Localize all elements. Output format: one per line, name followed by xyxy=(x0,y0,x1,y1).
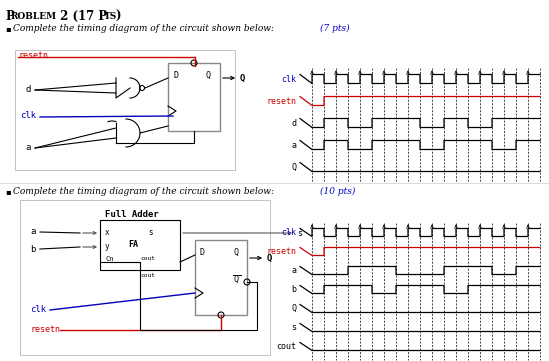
Text: Q: Q xyxy=(233,275,238,284)
Text: TS: TS xyxy=(104,12,117,21)
Text: Q: Q xyxy=(267,253,272,262)
Text: Q: Q xyxy=(233,248,238,257)
Text: clk: clk xyxy=(20,110,36,119)
Text: ): ) xyxy=(115,10,120,23)
Text: (10 pts): (10 pts) xyxy=(320,187,355,196)
Text: resetn: resetn xyxy=(30,326,60,335)
Text: P: P xyxy=(5,10,14,23)
Text: a: a xyxy=(291,140,296,149)
Text: resetn: resetn xyxy=(266,247,296,256)
Text: clk: clk xyxy=(281,74,296,83)
Text: x: x xyxy=(105,228,110,237)
Text: b: b xyxy=(291,285,296,294)
Text: cout: cout xyxy=(140,256,155,261)
Text: Full Adder: Full Adder xyxy=(105,210,159,219)
Text: resetn: resetn xyxy=(18,51,48,60)
Text: D: D xyxy=(173,71,178,80)
Text: Q: Q xyxy=(291,304,296,313)
Text: D: D xyxy=(200,248,205,257)
Text: Complete the timing diagram of the circuit shown below:: Complete the timing diagram of the circu… xyxy=(13,24,274,33)
Text: Complete the timing diagram of the circuit shown below:: Complete the timing diagram of the circu… xyxy=(13,187,274,196)
Text: a: a xyxy=(291,266,296,275)
Text: s: s xyxy=(148,228,153,237)
Text: s: s xyxy=(297,229,302,238)
Text: Cn: Cn xyxy=(105,256,114,262)
Text: s: s xyxy=(291,323,296,332)
Text: clk: clk xyxy=(30,305,46,314)
Text: y: y xyxy=(105,242,110,251)
Text: b: b xyxy=(30,244,35,253)
Text: Q: Q xyxy=(291,162,296,171)
Text: cout: cout xyxy=(276,342,296,351)
Text: (7 pts): (7 pts) xyxy=(320,24,350,33)
Text: a: a xyxy=(25,144,30,152)
Text: cout: cout xyxy=(140,273,155,278)
Text: Q: Q xyxy=(240,74,245,83)
Text: resetn: resetn xyxy=(266,96,296,105)
Text: d: d xyxy=(25,86,30,95)
Text: d: d xyxy=(291,118,296,127)
Text: ▪: ▪ xyxy=(5,187,10,196)
Text: clk: clk xyxy=(281,228,296,237)
Text: a: a xyxy=(30,227,35,236)
Text: 2 (17 P: 2 (17 P xyxy=(56,10,107,23)
Text: FA: FA xyxy=(128,240,138,249)
Text: ROBLEM: ROBLEM xyxy=(11,12,57,21)
Text: ▪: ▪ xyxy=(5,24,10,33)
Text: Q: Q xyxy=(206,71,211,80)
